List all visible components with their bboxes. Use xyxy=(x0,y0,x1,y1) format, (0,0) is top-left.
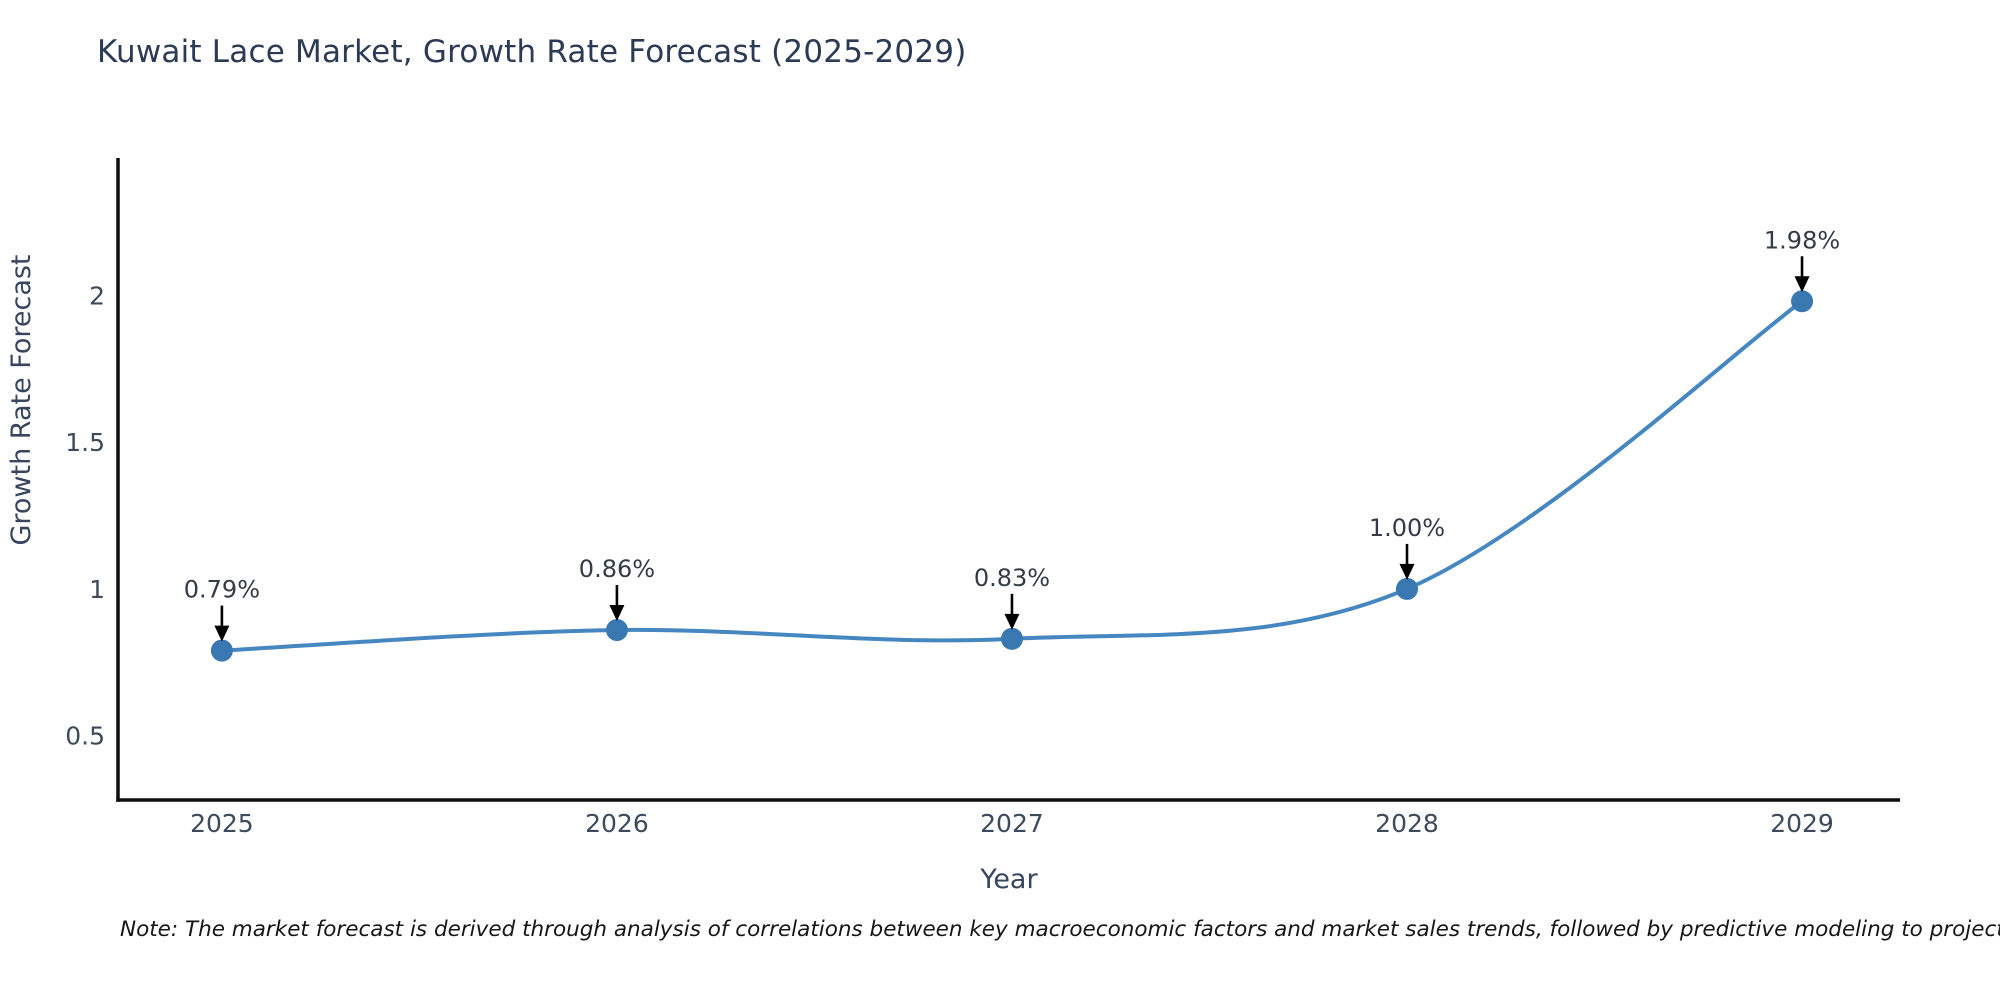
y-tick-label: 0.5 xyxy=(65,722,105,751)
x-tick-label: 2027 xyxy=(980,809,1044,838)
y-axis-title: Growth Rate Forecast xyxy=(6,254,37,545)
chart-title: Kuwait Lace Market, Growth Rate Forecast… xyxy=(97,34,967,70)
footnote: Note: The market forecast is derived thr… xyxy=(120,917,2000,942)
x-tick-label: 2026 xyxy=(585,809,649,838)
data-point-marker xyxy=(210,639,233,662)
data-point-marker xyxy=(1395,577,1418,600)
data-point-label: 0.83% xyxy=(974,564,1050,592)
data-point-label: 0.86% xyxy=(579,555,655,583)
annotation-arrowhead xyxy=(1004,613,1020,630)
annotation-arrowhead xyxy=(609,605,625,622)
data-point-marker xyxy=(1000,627,1023,650)
data-point-marker xyxy=(605,619,628,642)
annotation-arrowhead xyxy=(214,625,230,642)
annotation-arrowhead xyxy=(1794,276,1810,293)
x-tick-label: 2028 xyxy=(1375,809,1439,838)
series-line xyxy=(219,299,1804,653)
data-point-label: 1.98% xyxy=(1764,226,1840,254)
annotation-arrowhead xyxy=(1399,563,1415,580)
x-axis-title: Year xyxy=(979,864,1038,895)
x-tick-label: 2029 xyxy=(1770,809,1834,838)
y-tick-label: 1 xyxy=(89,575,105,604)
data-point-marker xyxy=(1791,290,1814,313)
y-tick-label: 2 xyxy=(89,281,105,310)
y-tick-label: 1.5 xyxy=(65,428,105,457)
x-tick-label: 2025 xyxy=(190,809,254,838)
data-point-label: 1.00% xyxy=(1369,514,1445,542)
data-point-label: 0.79% xyxy=(184,576,260,604)
